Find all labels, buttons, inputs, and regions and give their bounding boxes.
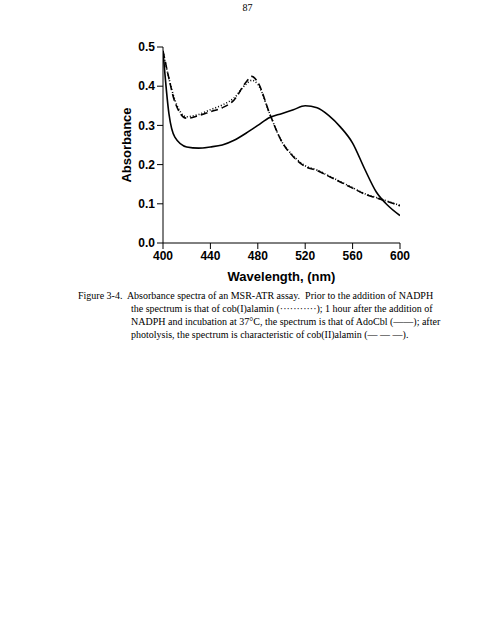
svg-text:0.0: 0.0 (138, 236, 155, 250)
html-text:NADPH and incubation at 37°C,: NADPH and incubation at 37°C, the spectr… (131, 316, 441, 327)
svg-text:560: 560 (343, 249, 363, 263)
svg-text:600: 600 (390, 249, 410, 263)
svg-text:480: 480 (248, 249, 268, 263)
svg-text:0.1: 0.1 (138, 197, 155, 211)
html-text:Figure 3-4. Absorbance spectra: Figure 3-4. Absorbance spectra of an MSR… (78, 290, 434, 301)
html-text:87: 87 (242, 2, 253, 13)
html-text:the spectrum is that of cob(I): the spectrum is that of cob(I)alamin (··… (131, 303, 433, 314)
svg-text:520: 520 (295, 249, 315, 263)
svg-text:Wavelength, (nm): Wavelength, (nm) (228, 269, 336, 284)
svg-text:0.3: 0.3 (138, 119, 155, 133)
svg-text:400: 400 (153, 249, 173, 263)
svg-text:0.5: 0.5 (138, 40, 155, 54)
svg-text:440: 440 (200, 249, 220, 263)
svg-text:0.4: 0.4 (138, 79, 155, 93)
svg-text:0.2: 0.2 (138, 158, 155, 172)
html-text:photolysis, the spectrum is ch: photolysis, the spectrum is characterist… (131, 329, 409, 340)
svg-text:Absorbance: Absorbance (119, 107, 134, 182)
